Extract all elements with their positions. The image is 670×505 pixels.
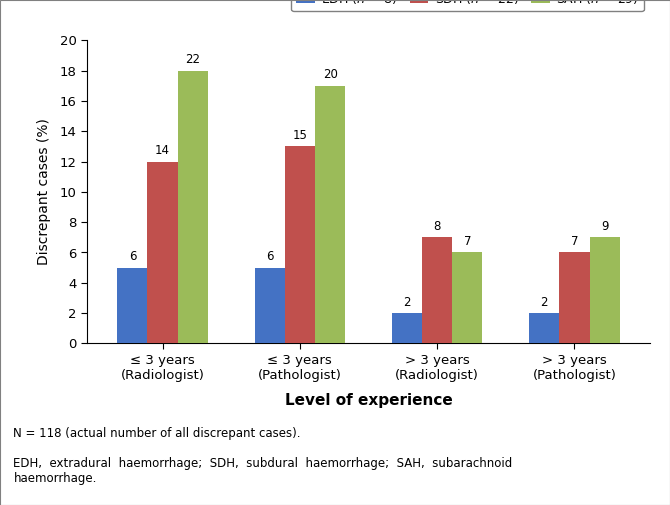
Bar [255,268,285,343]
Bar [285,146,315,343]
Bar [392,313,422,343]
Text: 8: 8 [433,220,441,233]
Text: 6: 6 [266,250,273,263]
Bar [117,268,147,343]
Bar [529,313,559,343]
Text: 9: 9 [601,220,608,233]
Bar [315,86,345,343]
Bar [452,252,482,343]
X-axis label: Level of experience: Level of experience [285,393,452,408]
Text: 22: 22 [186,53,200,66]
Text: 20: 20 [323,68,338,81]
Text: 7: 7 [464,235,471,248]
Bar [422,237,452,343]
Text: 2: 2 [403,295,411,309]
Text: 14: 14 [155,144,170,157]
Legend: EDH ($n$ = 8), SDH ($n$ = 22), SAH ($n$ = 29): EDH ($n$ = 8), SDH ($n$ = 22), SAH ($n$ … [291,0,644,11]
Y-axis label: Discrepant cases (%): Discrepant cases (%) [38,119,52,265]
Text: 15: 15 [292,129,308,142]
Text: EDH,  extradural  haemorrhage;  SDH,  subdural  haemorrhage;  SAH,  subarachnoid: EDH, extradural haemorrhage; SDH, subdur… [13,457,513,485]
Text: 6: 6 [129,250,136,263]
Text: 2: 2 [541,295,548,309]
Bar [147,162,178,343]
Text: 7: 7 [571,235,578,248]
Bar [590,237,620,343]
Bar [178,71,208,343]
Bar [559,252,590,343]
Text: N = 118 (actual number of all discrepant cases).: N = 118 (actual number of all discrepant… [13,427,301,440]
